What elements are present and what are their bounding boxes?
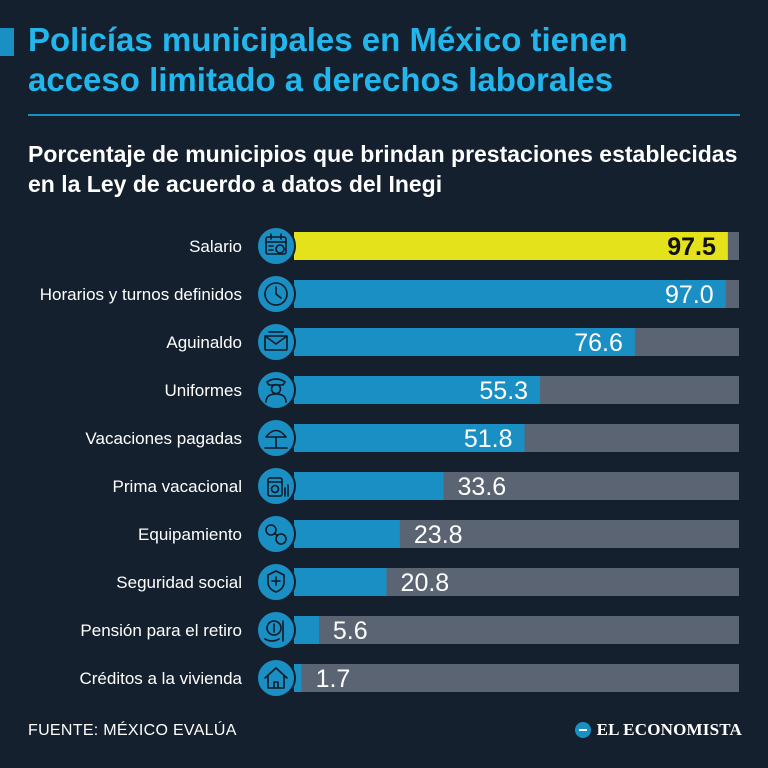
bar	[294, 520, 400, 548]
bar	[294, 472, 444, 500]
value-label: 1.7	[316, 665, 351, 693]
handcuffs-icon	[256, 514, 296, 554]
shield-hand-icon	[256, 562, 296, 602]
value-label: 97.5	[667, 233, 716, 261]
category-label: Seguridad social	[116, 573, 242, 592]
beach-umbrella-icon	[256, 418, 296, 458]
bar-track	[294, 664, 739, 692]
bar-row: Uniformes 55.3	[165, 370, 739, 410]
bar	[294, 232, 728, 260]
bar-row: Horarios y turnos definidos 97.0	[40, 274, 739, 314]
value-label: 33.6	[458, 473, 507, 501]
bar-row: Pensión para el retiro 5.6	[80, 610, 739, 650]
value-label: 55.3	[479, 377, 528, 405]
money-jar-icon	[256, 466, 296, 506]
logo-text: EL ECONOMISTA	[596, 720, 742, 739]
bar	[294, 664, 302, 692]
bar	[294, 424, 525, 452]
value-label: 51.8	[464, 425, 513, 453]
category-label: Prima vacacional	[113, 477, 242, 496]
title-accent-bar	[0, 28, 14, 56]
chart-title: Policías municipales en México tienen ac…	[28, 21, 628, 98]
publisher-logo: EL ECONOMISTA	[574, 720, 742, 740]
logo-mark-icon	[574, 722, 591, 738]
category-label: Salario	[189, 237, 242, 256]
value-label: 23.8	[414, 521, 463, 549]
chart-subtitle: Porcentaje de municipios que brindan pre…	[28, 141, 738, 197]
bar-row: Créditos a la vivienda 1.7	[79, 658, 739, 698]
police-officer-icon	[256, 370, 296, 410]
bar-row: Salario 97.5	[189, 226, 739, 266]
category-label: Vacaciones pagadas	[85, 429, 242, 448]
value-label: 76.6	[574, 329, 623, 357]
category-label: Equipamiento	[138, 525, 242, 544]
bar	[294, 280, 726, 308]
bar	[294, 376, 541, 404]
bar-row: Seguridad social 20.8	[116, 562, 739, 602]
clock-icon	[256, 274, 296, 314]
bar-row: Prima vacacional 33.6	[113, 466, 739, 506]
bar-track	[294, 616, 739, 644]
category-label: Créditos a la vivienda	[79, 669, 242, 688]
value-label: 20.8	[401, 569, 450, 597]
source-note: FUENTE: MÉXICO EVALÚA	[28, 722, 237, 739]
category-label: Aguinaldo	[166, 333, 242, 352]
bar-row: Equipamiento 23.8	[138, 514, 739, 554]
pension-hand-icon	[256, 610, 296, 650]
title-divider	[28, 114, 740, 116]
bar	[294, 616, 319, 644]
bar-row: Vacaciones pagadas 51.8	[85, 418, 739, 458]
category-label: Pensión para el retiro	[80, 621, 242, 640]
calendar-money-icon	[256, 226, 296, 266]
category-label: Horarios y turnos definidos	[40, 285, 242, 304]
value-label: 5.6	[333, 617, 368, 645]
house-icon	[256, 658, 296, 698]
bar-row: Aguinaldo 76.6	[166, 322, 739, 362]
category-label: Uniformes	[165, 381, 242, 400]
bar	[294, 568, 387, 596]
value-label: 97.0	[665, 281, 714, 309]
bar	[294, 328, 635, 356]
envelope-icon	[256, 322, 296, 362]
